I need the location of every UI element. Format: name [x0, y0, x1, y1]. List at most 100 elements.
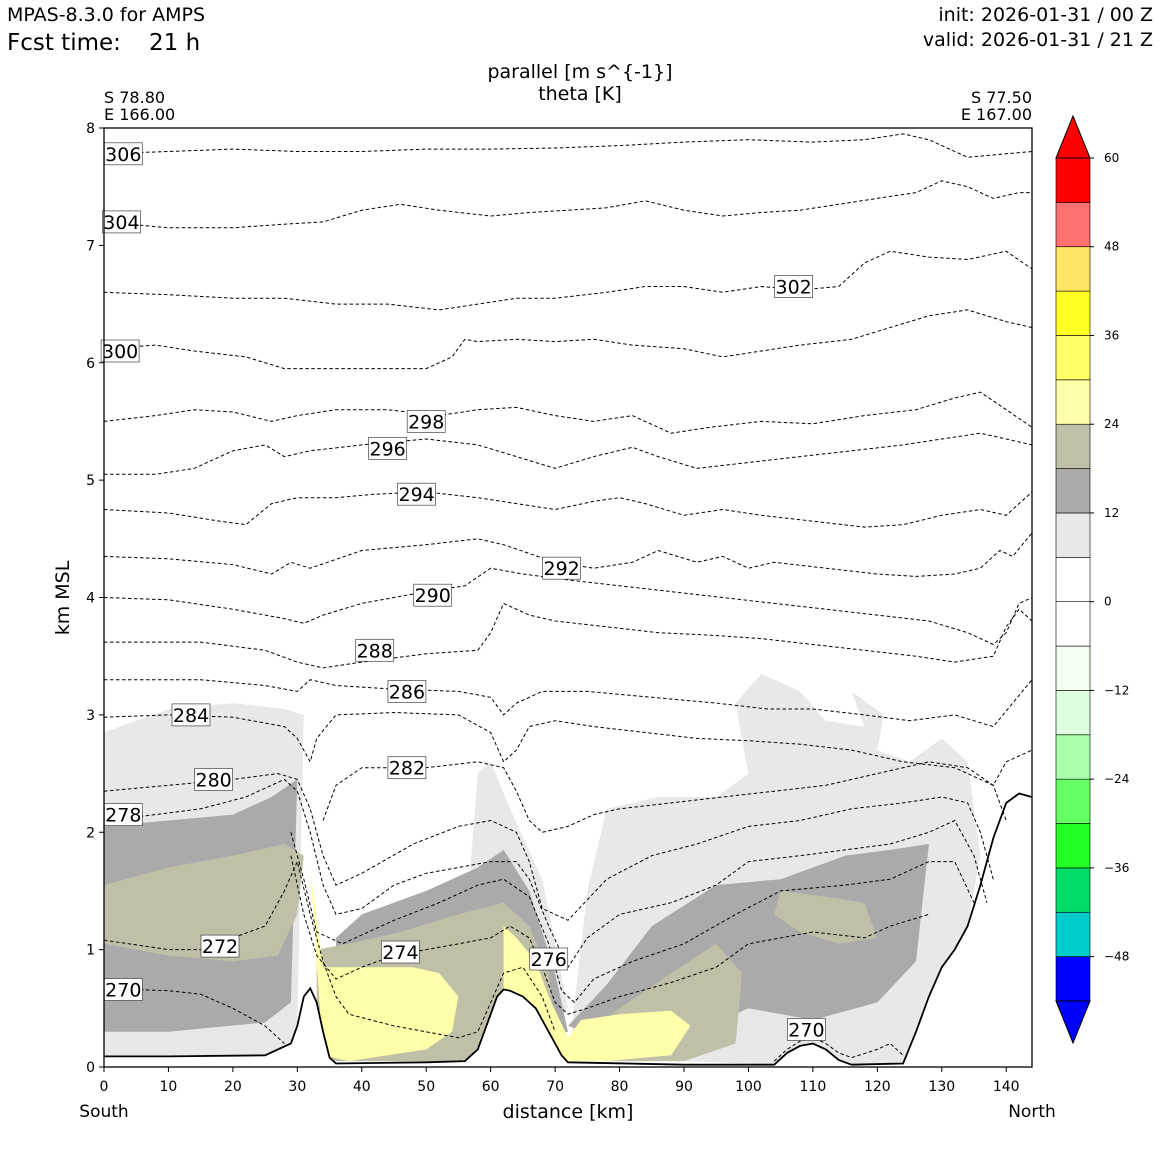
- theta-contour-282: [322, 761, 1007, 833]
- theta-label: 270: [105, 980, 141, 1002]
- theta-label-group-294: 294: [397, 482, 436, 506]
- theta-label-group-292: 292: [542, 556, 581, 580]
- colorbar-swatch: [1055, 246, 1091, 292]
- theta-label: 274: [382, 942, 418, 964]
- theta-label: 292: [543, 558, 579, 580]
- x-tick-label: 10: [160, 1079, 178, 1095]
- north-label: North: [1008, 1102, 1056, 1122]
- theta-label-box: [355, 638, 395, 662]
- theta-label-group-278: 278: [103, 803, 143, 827]
- colorbar-tick-label: −48: [1104, 950, 1129, 964]
- theta-label: 280: [195, 769, 231, 791]
- south-label: South: [79, 1102, 128, 1122]
- y-tick-label: 3: [86, 708, 95, 724]
- theta-label-group-270: 270: [787, 1018, 826, 1041]
- theta-label-group-296: 296: [368, 437, 407, 460]
- y-tick-label: 0: [86, 1060, 95, 1076]
- theta-label-group-300: 300: [100, 339, 140, 363]
- x-tick-label: 0: [100, 1079, 109, 1095]
- y-tick-label: 5: [86, 473, 95, 489]
- theta-label: 306: [105, 144, 141, 166]
- theta-label: 294: [398, 484, 434, 506]
- theta-label-group-286: 286: [387, 680, 427, 703]
- theta-label: 270: [788, 1019, 824, 1041]
- theta-label-box: [171, 703, 211, 727]
- theta-label-box: [529, 947, 569, 971]
- theta-label-box: [100, 339, 140, 363]
- colorbar-swatch: [1055, 157, 1091, 203]
- init-time: init: 2026-01-31 / 00 Z: [938, 4, 1153, 26]
- theta-label: 282: [389, 758, 425, 780]
- theta-label-box: [387, 756, 427, 780]
- theta-contour-304: [104, 180, 1032, 229]
- theta-contour-272: [104, 860, 556, 1039]
- colorbar-min-arrow: [1055, 1000, 1091, 1045]
- colorbar-swatch: [1055, 423, 1091, 469]
- theta-contour-294: [104, 491, 1032, 528]
- left-lat: S 78.80: [104, 88, 165, 107]
- theta-label: 302: [775, 277, 811, 299]
- x-tick-label: 130: [928, 1079, 955, 1095]
- colorbar-swatch: [1055, 690, 1091, 736]
- theta-label: 300: [102, 341, 138, 363]
- theta-label-box: [368, 437, 407, 460]
- x-tick-label: 20: [224, 1079, 242, 1095]
- theta-contour-280: [104, 773, 994, 921]
- colorbar-tick-label: 60: [1104, 151, 1119, 165]
- colorbar-swatch: [1055, 290, 1091, 336]
- theta-label-box: [381, 940, 420, 964]
- valid-time: valid: 2026-01-31 / 21 Z: [922, 29, 1153, 51]
- colorbar: −48 −36 −24 −12 0 12 24 36 48 60: [1055, 114, 1129, 1045]
- theta-contour-306: [104, 133, 1032, 158]
- theta-label: 286: [389, 681, 425, 703]
- theta-contour-298: [104, 391, 1032, 434]
- theta-contour-270: [773, 1037, 904, 1062]
- colorbar-swatch: [1055, 335, 1091, 381]
- theta-label: 272: [202, 936, 238, 958]
- colorbar-swatch: [1055, 956, 1091, 1002]
- x-tick-label: 120: [864, 1079, 891, 1095]
- x-axis-label: distance [km]: [503, 1101, 634, 1123]
- x-tick-label: 90: [675, 1079, 693, 1095]
- theta-label-box: [200, 934, 240, 958]
- terrain-fill: [104, 793, 1032, 1067]
- theta-label-box: [406, 410, 446, 433]
- theta-label-group-288: 288: [355, 638, 395, 662]
- right-lon: E 167.00: [961, 105, 1032, 124]
- y-tick-label: 4: [86, 591, 95, 607]
- theta-contour-274: [290, 855, 930, 1015]
- x-tick-label: 60: [482, 1079, 500, 1095]
- theta-contour-290: [104, 567, 1032, 646]
- right-lat: S 77.50: [971, 88, 1032, 107]
- theta-label: 278: [105, 805, 141, 827]
- theta-contour-292: [104, 532, 1032, 577]
- theta-label: 304: [103, 212, 139, 234]
- shaded-region-light-green: [104, 128, 1032, 410]
- colorbar-swatch: [1055, 202, 1091, 248]
- chart-subtitle: theta [K]: [538, 83, 622, 105]
- theta-label-group-270: 270: [103, 978, 143, 1002]
- colorbar-tick-label: 36: [1104, 328, 1119, 342]
- colorbar-swatch: [1055, 867, 1091, 913]
- colorbar-tick-label: 12: [1104, 506, 1119, 520]
- theta-label-box: [774, 275, 813, 298]
- theta-label: 290: [415, 585, 451, 607]
- colorbar-swatch: [1055, 468, 1091, 514]
- theta-label-group-280: 280: [194, 768, 233, 791]
- shaded-region-yellow-mid2: [503, 926, 691, 1062]
- theta-label-box: [102, 210, 141, 234]
- forecast-time-label: Fcst time:: [7, 30, 121, 56]
- y-tick-label: 1: [86, 943, 95, 959]
- model-title: MPAS-8.3.0 for AMPS: [7, 4, 206, 26]
- theta-label-box: [542, 556, 581, 580]
- theta-label: 276: [531, 949, 567, 971]
- x-tick-label: 140: [993, 1079, 1020, 1095]
- theta-label-group-284: 284: [171, 703, 211, 727]
- theta-label-group-290: 290: [413, 583, 453, 607]
- theta-label: 288: [357, 640, 393, 662]
- theta-label-box: [194, 768, 233, 791]
- y-tick-label: 6: [86, 356, 95, 372]
- theta-label-group-272: 272: [200, 934, 240, 958]
- theta-label-group-276: 276: [529, 947, 569, 971]
